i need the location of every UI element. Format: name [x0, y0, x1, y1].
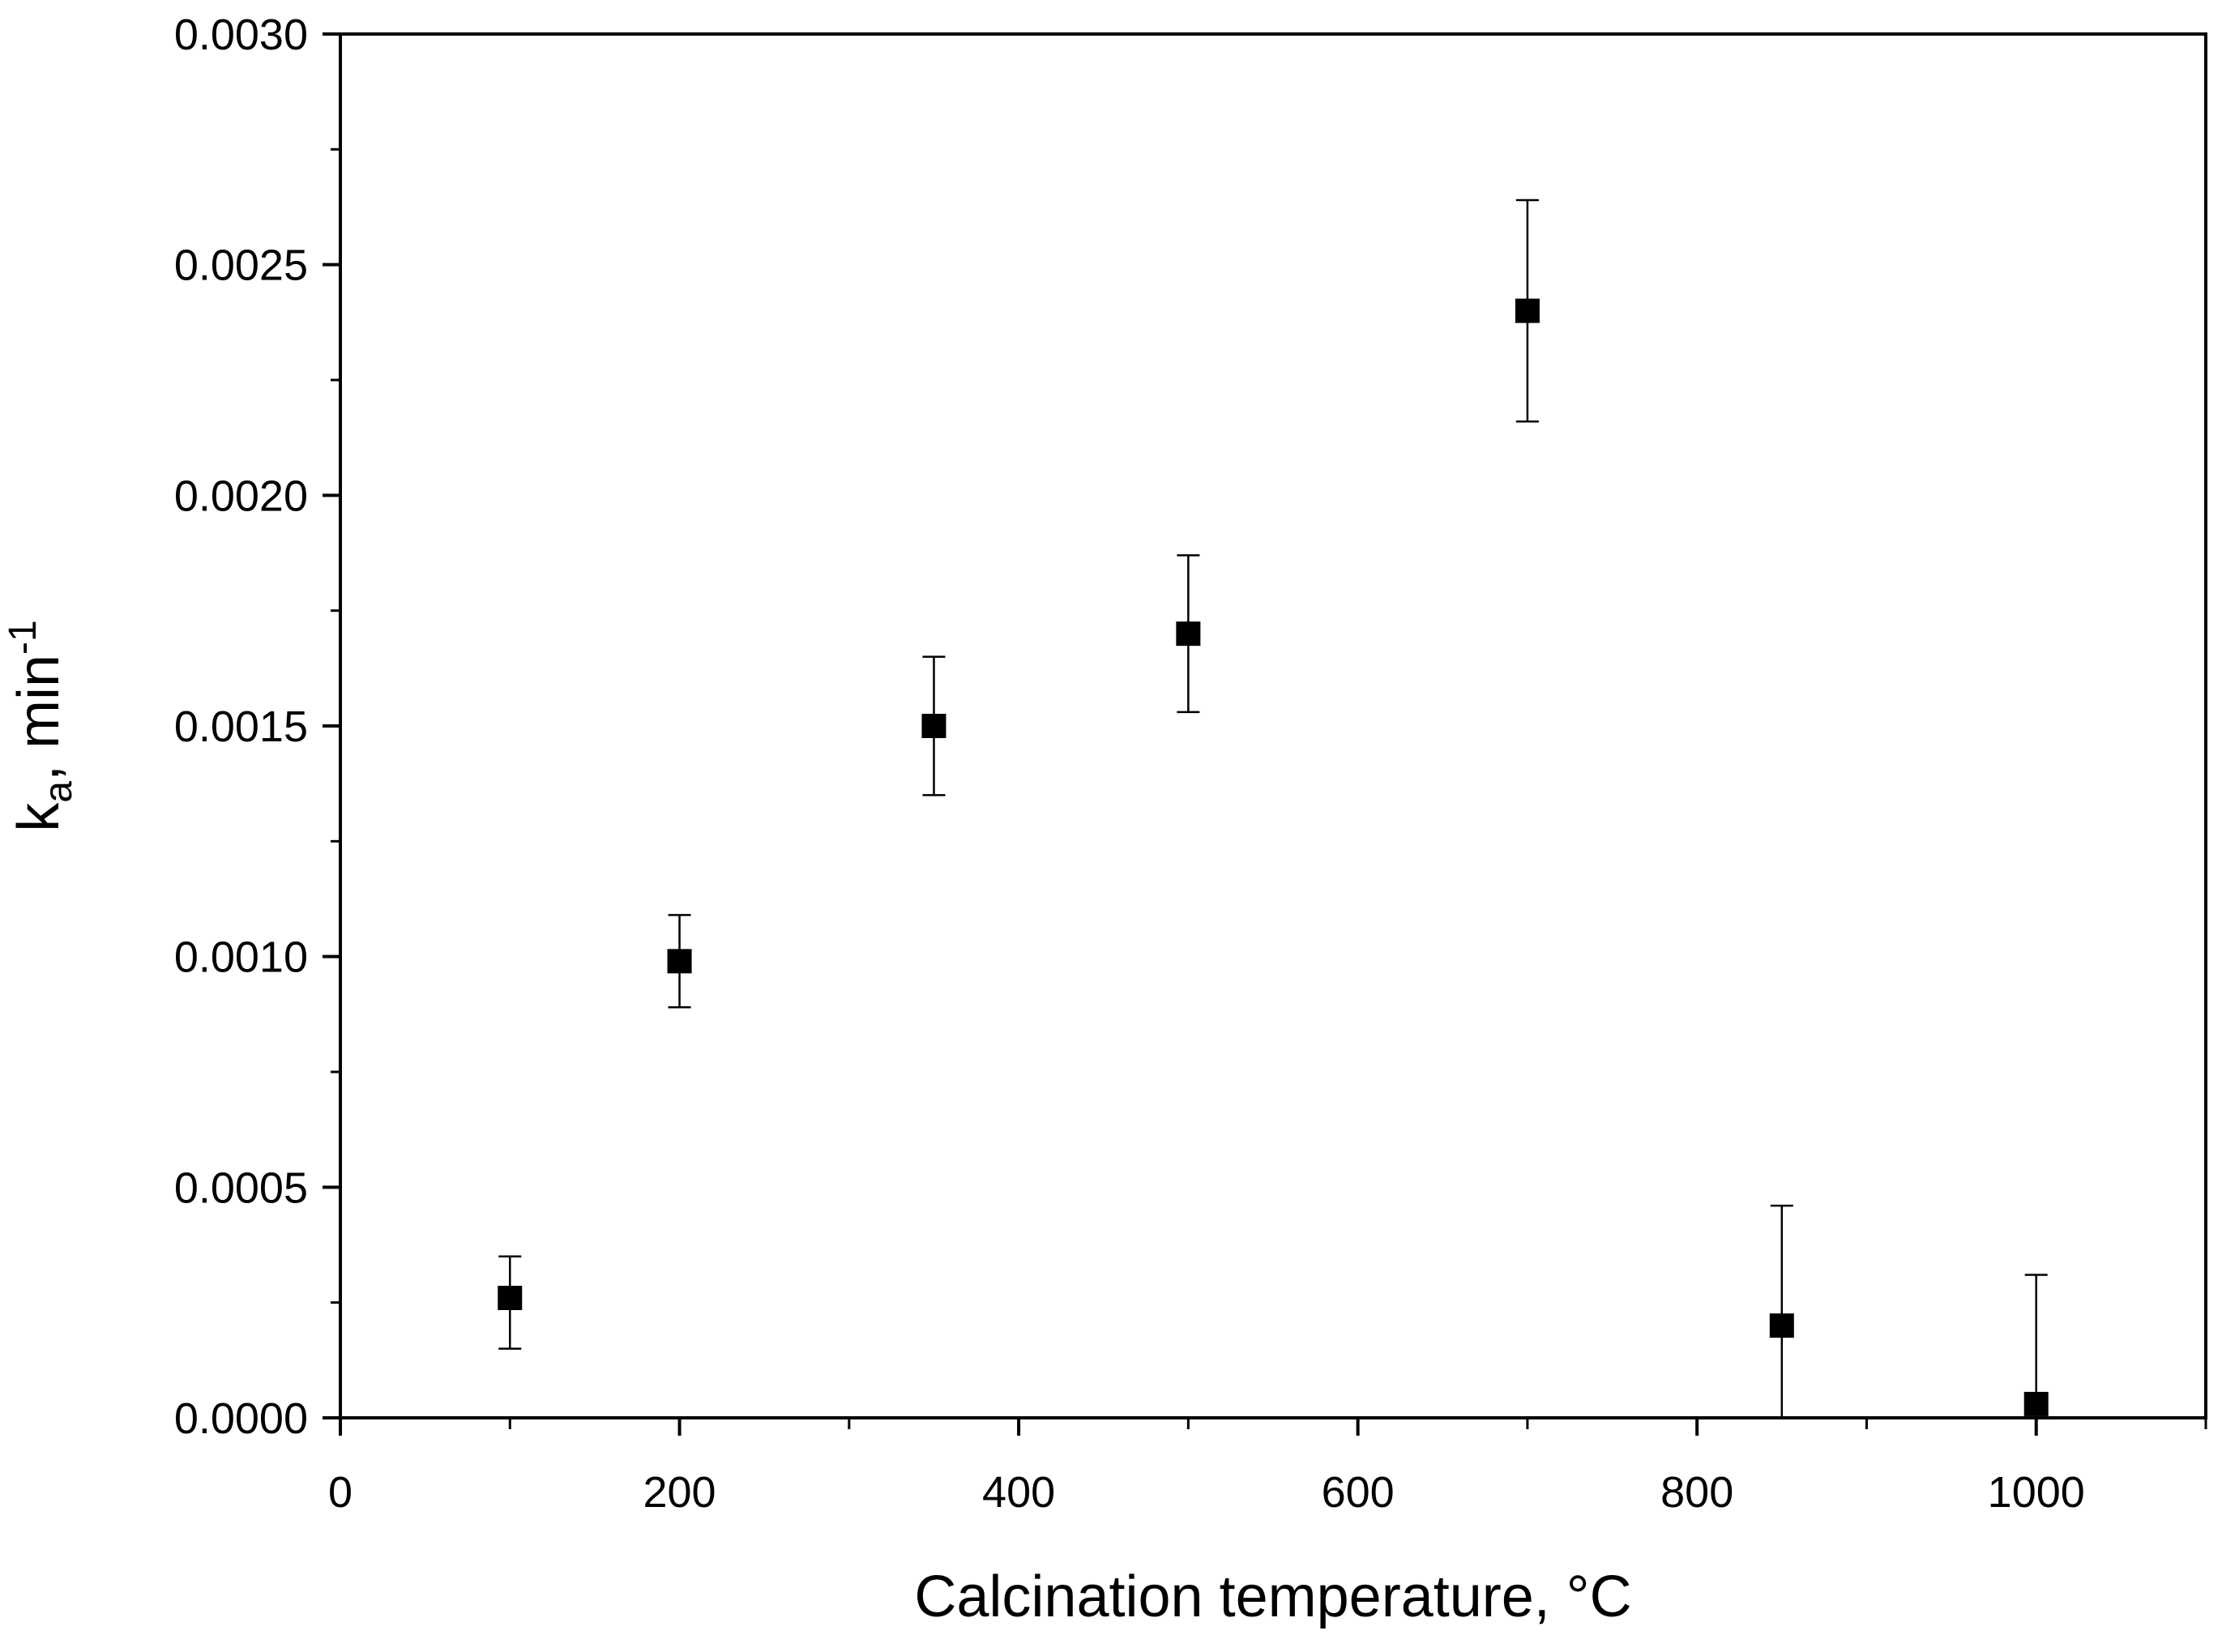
y-tick-label: 0.0015	[174, 702, 308, 751]
y-axis-title-superscript: -1	[2, 620, 45, 655]
plot-area-frame	[339, 32, 2207, 1419]
y-axis-ticks: 0.0000 0.0005 0.0010 0.0015 0.0020 0.0025 0.00…	[174, 11, 340, 1443]
y-tick-label: 0.0025	[174, 241, 308, 290]
x-tick-label: 200	[643, 1468, 716, 1517]
error-bar	[1770, 1204, 1793, 1419]
y-axis-title-base: k	[6, 802, 71, 832]
y-tick-label: 0.0020	[174, 472, 308, 520]
x-tick-label: 600	[1322, 1468, 1395, 1517]
y-axis-title-subscript: a	[37, 781, 80, 803]
data-markers	[498, 298, 2049, 1416]
y-tick-label: 0.0005	[174, 1163, 308, 1212]
x-axis-ticks: 0 200 400 600 800 1000	[328, 1418, 2085, 1517]
y-axis-title: ka, min-1	[2, 620, 80, 831]
x-tick-label: 800	[1660, 1468, 1733, 1517]
x-axis-title: Calcination temperature, °C	[914, 1564, 1631, 1629]
data-point-marker	[1769, 1313, 1794, 1338]
error-bars	[498, 198, 2048, 1419]
data-point-marker	[921, 714, 946, 738]
data-point-marker	[667, 949, 692, 974]
data-point-marker	[1515, 298, 1540, 323]
y-axis-title-unit: , min	[6, 655, 71, 781]
data-point-marker	[1176, 621, 1201, 647]
y-tick-label: 0.0030	[174, 11, 308, 59]
data-point-marker	[2023, 1391, 2049, 1416]
x-minor-ticks	[508, 1418, 2207, 1429]
x-tick-label: 0	[328, 1468, 353, 1517]
y-tick-label: 0.0010	[174, 933, 308, 982]
data-point-marker	[498, 1285, 523, 1310]
x-tick-label: 1000	[1988, 1468, 2085, 1517]
y-tick-label: 0.0000	[174, 1394, 308, 1443]
x-tick-label: 400	[982, 1468, 1055, 1517]
